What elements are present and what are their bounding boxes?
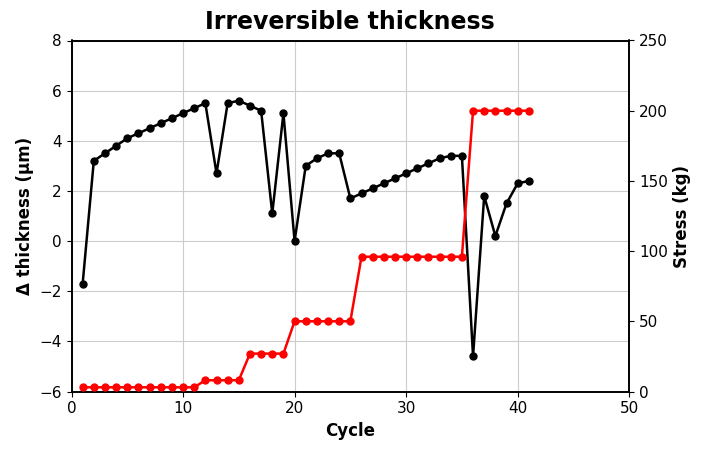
Y-axis label: Stress (kg): Stress (kg) xyxy=(674,165,691,267)
Title: Irreversible thickness: Irreversible thickness xyxy=(205,10,495,34)
X-axis label: Cycle: Cycle xyxy=(325,422,375,440)
Y-axis label: Δ thickness (μm): Δ thickness (μm) xyxy=(16,137,34,295)
